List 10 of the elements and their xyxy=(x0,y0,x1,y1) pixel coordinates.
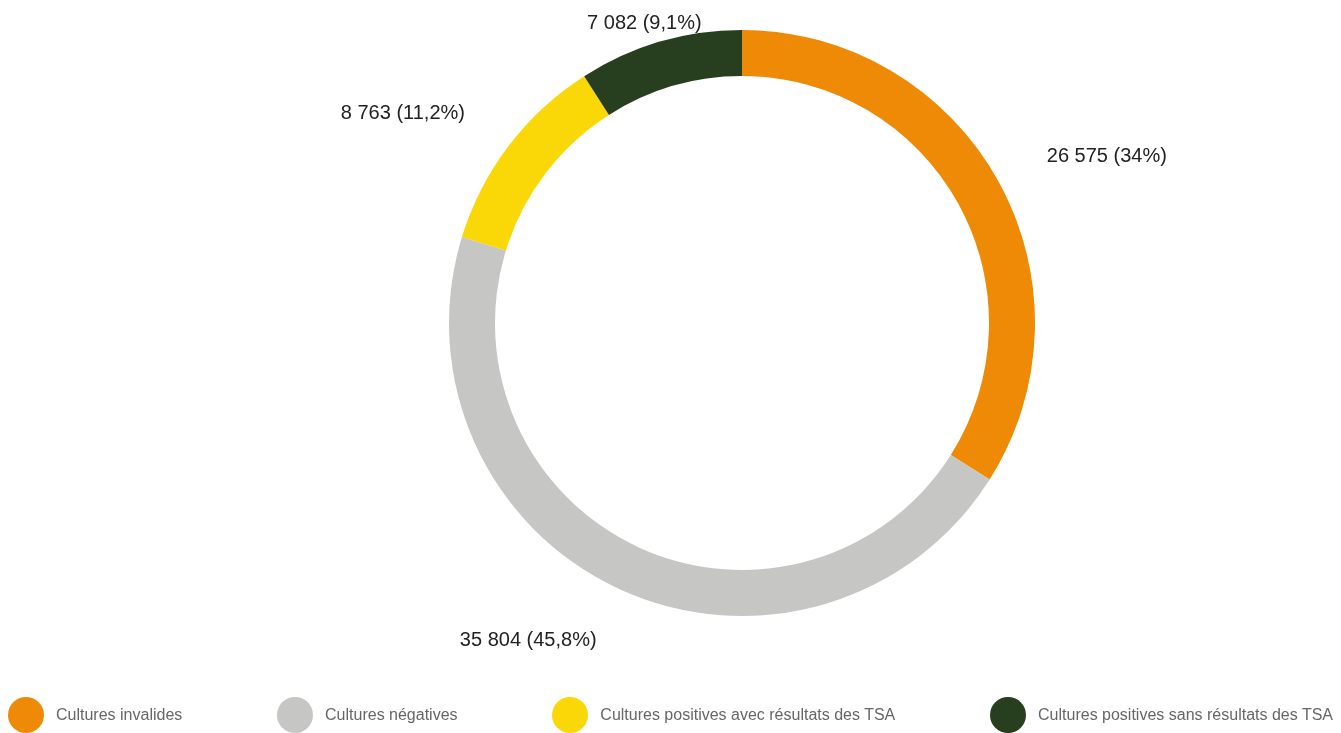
legend-label: Cultures positives sans résultats des TSA xyxy=(1038,706,1333,724)
donut-slice xyxy=(742,30,1035,480)
donut-slice xyxy=(449,236,990,616)
legend-label: Cultures invalides xyxy=(56,706,183,724)
legend-label: Cultures négatives xyxy=(325,706,458,724)
data-label: 7 082 (9,1%) xyxy=(587,11,702,33)
legend-label: Cultures positives avec résultats des TSA xyxy=(600,706,896,724)
data-label: 35 804 (45,8%) xyxy=(459,628,597,651)
data-label: 8 763 (11,2%) xyxy=(340,101,465,124)
data-label: 26 575 (34%) xyxy=(1046,144,1167,167)
